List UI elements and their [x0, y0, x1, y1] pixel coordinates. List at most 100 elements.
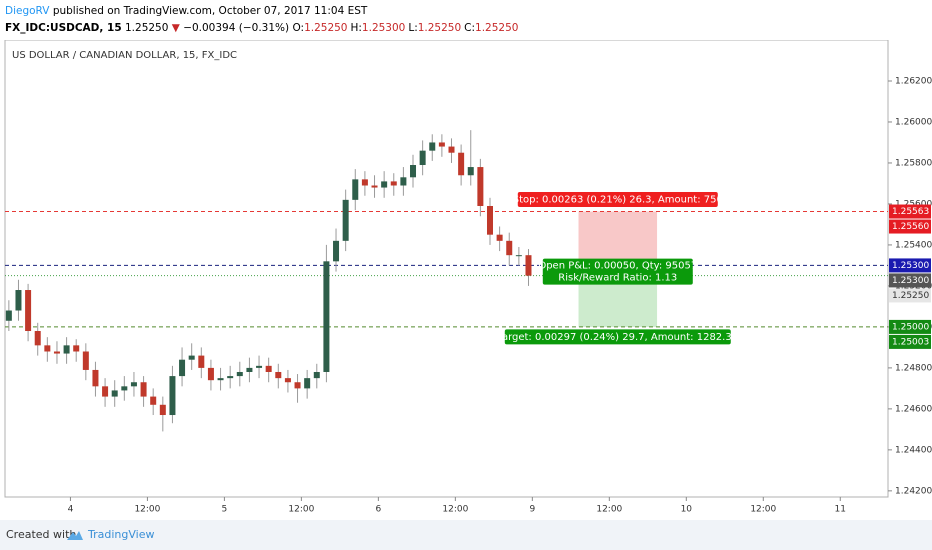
logo: [67, 531, 83, 540]
brand[interactable]: TradingView: [88, 528, 155, 541]
ohlc-label: H:: [350, 22, 362, 34]
candle-body: [352, 179, 359, 200]
x-tick-label: 12:00: [596, 505, 622, 515]
x-tick-label: 12:00: [750, 505, 776, 515]
published: published on TradingView.com, October 07…: [52, 5, 368, 17]
y-tick-label: 1.24600: [895, 404, 932, 414]
y-tick-label: 1.26200: [895, 76, 932, 86]
candle-body: [400, 177, 407, 186]
candle-body: [150, 396, 157, 405]
y-tick-label: 1.26000: [895, 117, 932, 127]
candle-body: [169, 376, 176, 416]
candle-body: [371, 185, 378, 188]
candle-body: [121, 386, 128, 391]
pnl-label: Open P&L: 0.00050, Qty: 95057: [538, 261, 697, 272]
candle-body: [130, 382, 137, 387]
candle-body: [458, 152, 465, 176]
candle-body: [73, 345, 80, 352]
candle-body: [419, 150, 426, 166]
target-label-box: [504, 329, 731, 345]
x-tick-label: 12:00: [442, 505, 468, 515]
ohlc-label: L:: [408, 22, 418, 34]
candle-body: [217, 378, 224, 381]
candle-body: [381, 181, 388, 188]
chart-title: US DOLLAR / CANADIAN DOLLAR, 15, FX_IDC: [12, 50, 237, 61]
candle-body: [275, 371, 282, 379]
candle-body: [5, 310, 12, 321]
candle-body: [265, 365, 272, 372]
candle-body: [304, 378, 311, 389]
price-marker: [889, 319, 931, 334]
candle-body: [236, 371, 243, 377]
ohlc-label: O:: [292, 22, 305, 34]
stop-zone: [578, 211, 658, 266]
price-marker-label: 1.25560: [892, 222, 929, 232]
candle-body: [506, 240, 513, 256]
target-label: Target: 0.00297 (0.24%) 29.7, Amount: 12…: [496, 332, 738, 343]
candle-body: [159, 404, 166, 416]
candle-body: [92, 369, 99, 387]
y-tick-label: 1.25400: [895, 240, 932, 250]
candle-body: [188, 355, 195, 360]
y-tick-label: 1.25600: [895, 199, 932, 209]
candle-body: [294, 382, 301, 389]
candle-body: [448, 146, 455, 153]
price-marker-label: 1.25000: [892, 322, 929, 332]
header: DiegoRV published on TradingView.com, Oc…: [0, 0, 932, 40]
candle-body: [179, 359, 186, 377]
candle-body: [486, 205, 493, 235]
candle-body: [15, 290, 22, 311]
price-marker-label: 1.25003: [892, 337, 929, 347]
price-marker-label: 1.25250: [892, 291, 929, 301]
x-tick-label: 6: [376, 505, 382, 515]
price-marker: [889, 204, 931, 219]
price-marker: [889, 288, 931, 303]
candle-body: [323, 261, 330, 372]
candle-body: [496, 234, 503, 241]
candle-body: [361, 179, 368, 186]
down-arrow: ▼: [171, 22, 180, 34]
candle-body: [207, 367, 214, 381]
candle-body: [63, 345, 70, 354]
price-marker: [889, 258, 931, 273]
symbol: FX_IDC:USDCAD, 15: [5, 22, 122, 34]
pnl-label-box: [542, 258, 693, 285]
candle-body: [477, 167, 484, 206]
candle-body: [25, 290, 32, 332]
candle-body: [333, 240, 340, 262]
publish-line: DiegoRV published on TradingView.com, Oc…: [5, 5, 367, 17]
ohlc-value: 1.25250: [475, 22, 519, 34]
symbol-line: FX_IDC:USDCAD, 15 1.25250 ▼ −0.00394 (−0…: [5, 22, 521, 34]
footer: Created with TradingView: [0, 520, 932, 550]
candle-body: [525, 255, 532, 276]
candle-body: [256, 365, 263, 368]
last-price: 1.25250: [125, 22, 169, 34]
change: −0.00394 (−0.31%): [183, 22, 290, 34]
chart: US DOLLAR / CANADIAN DOLLAR, 15, FX_IDC …: [4, 40, 932, 515]
created-with: Created with: [6, 528, 77, 541]
candle-body: [34, 331, 41, 346]
y-tick-label: 1.24800: [895, 363, 932, 373]
candle-body: [342, 199, 349, 241]
price-marker: [889, 273, 931, 288]
y-tick-label: 1.24200: [895, 486, 932, 496]
y-tick-label: 1.25800: [895, 158, 932, 168]
candle-body: [82, 351, 89, 370]
price-marker-label: 1.25300: [892, 261, 929, 271]
ohlc-value: 1.25250: [417, 22, 462, 34]
plot-frame: [4, 40, 889, 498]
candle-body: [467, 167, 474, 176]
x-tick-label: 9: [529, 505, 535, 515]
x-tick-label: 5: [222, 505, 228, 515]
ohlc-value: 1.25250: [304, 22, 348, 34]
candle-body: [390, 181, 397, 186]
author[interactable]: DiegoRV: [5, 5, 50, 17]
candle-body: [198, 355, 205, 368]
stop-label: Stop: 0.00263 (0.21%) 26.3, Amount: 750: [513, 195, 723, 206]
ohlc-value: 1.25300: [361, 22, 406, 34]
candle-body: [44, 345, 51, 352]
x-tick-label: 12:00: [288, 505, 314, 515]
candle-body: [429, 142, 436, 151]
price-marker: [889, 219, 931, 234]
